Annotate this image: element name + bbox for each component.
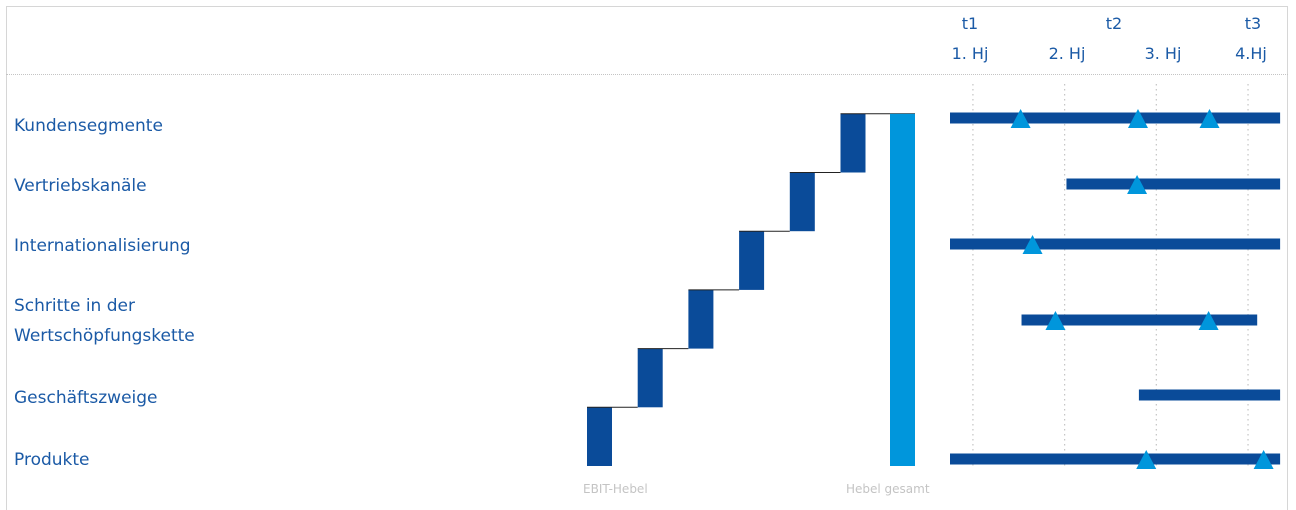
milestone-marker bbox=[1127, 109, 1148, 128]
milestone-marker bbox=[1045, 311, 1066, 330]
milestone-marker bbox=[1010, 109, 1031, 128]
row-label-schritte-line1: Schritte in der bbox=[14, 296, 135, 316]
half-year-3: 3. Hj bbox=[1144, 44, 1182, 63]
milestone-marker bbox=[1136, 450, 1157, 469]
waterfall-step-bar bbox=[840, 113, 866, 173]
timeline-bar bbox=[950, 112, 1281, 124]
timeline-bar bbox=[1021, 314, 1258, 326]
row-label-produkte: Produkte bbox=[14, 450, 90, 470]
half-year-2: 2. Hj bbox=[1048, 44, 1086, 63]
waterfall-total-bar bbox=[890, 113, 915, 467]
row-label-internationalisierung: Internationalisierung bbox=[14, 236, 191, 256]
milestone-t2: t2 bbox=[1105, 14, 1123, 33]
waterfall-step-bar bbox=[789, 172, 815, 232]
milestone-t3: t3 bbox=[1244, 14, 1262, 33]
timeline-bar bbox=[950, 238, 1281, 250]
waterfall-step-bar bbox=[688, 289, 714, 349]
milestone-marker bbox=[1198, 311, 1219, 330]
row-label-vertriebskanaele: Vertriebskanäle bbox=[14, 176, 147, 196]
timeline-bar bbox=[1066, 178, 1281, 190]
row-label-schritte-line2: Wertschöpfungskette bbox=[14, 326, 195, 346]
milestone-marker bbox=[1127, 175, 1148, 194]
waterfall-step-bar bbox=[637, 348, 663, 408]
row-label-geschaeftszweige: Geschäftszweige bbox=[14, 388, 158, 408]
row-label-kundensegmente: Kundensegmente bbox=[14, 116, 163, 136]
caption-hebel-gesamt: Hebel gesamt bbox=[846, 482, 930, 496]
timeline-bar bbox=[1138, 389, 1281, 401]
timeline-bar bbox=[950, 453, 1281, 465]
waterfall-step-bar bbox=[739, 231, 765, 290]
milestone-marker bbox=[1253, 450, 1274, 469]
milestone-marker bbox=[1199, 109, 1220, 128]
waterfall-step-bar bbox=[587, 407, 612, 466]
milestone-marker bbox=[1022, 235, 1043, 254]
chart-frame bbox=[6, 6, 1288, 510]
caption-ebit-hebel: EBIT-Hebel bbox=[583, 482, 648, 496]
milestone-t1: t1 bbox=[961, 14, 979, 33]
header-divider bbox=[6, 74, 1288, 75]
half-year-4: 4.Hj bbox=[1235, 44, 1267, 63]
half-year-1: 1. Hj bbox=[951, 44, 989, 63]
